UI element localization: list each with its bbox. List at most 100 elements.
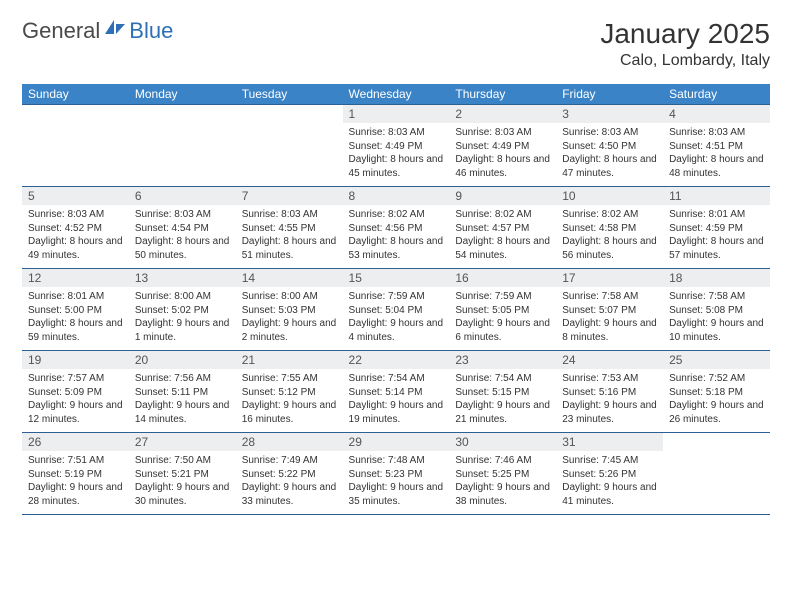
calendar-day-cell: 2Sunrise: 8:03 AMSunset: 4:49 PMDaylight… [449, 105, 556, 187]
calendar-day-cell: 4Sunrise: 8:03 AMSunset: 4:51 PMDaylight… [663, 105, 770, 187]
day-details: Sunrise: 8:02 AMSunset: 4:56 PMDaylight:… [343, 205, 450, 266]
weekday-header: Saturday [663, 84, 770, 105]
brand-part2: Blue [129, 18, 173, 44]
weekday-header: Wednesday [343, 84, 450, 105]
day-number: 20 [129, 351, 236, 369]
calendar-day-cell: 1Sunrise: 8:03 AMSunset: 4:49 PMDaylight… [343, 105, 450, 187]
day-number: 3 [556, 105, 663, 123]
month-title: January 2025 [600, 18, 770, 50]
calendar-day-cell: 31Sunrise: 7:45 AMSunset: 5:26 PMDayligh… [556, 433, 663, 515]
day-details: Sunrise: 8:03 AMSunset: 4:55 PMDaylight:… [236, 205, 343, 266]
day-number: 7 [236, 187, 343, 205]
day-number: 17 [556, 269, 663, 287]
brand-part1: General [22, 18, 100, 44]
weekday-header: Monday [129, 84, 236, 105]
day-details: Sunrise: 8:02 AMSunset: 4:58 PMDaylight:… [556, 205, 663, 266]
day-number: 19 [22, 351, 129, 369]
day-number: 6 [129, 187, 236, 205]
day-details: Sunrise: 8:00 AMSunset: 5:03 PMDaylight:… [236, 287, 343, 348]
day-number: 13 [129, 269, 236, 287]
calendar-day-cell: 10Sunrise: 8:02 AMSunset: 4:58 PMDayligh… [556, 187, 663, 269]
day-number: 1 [343, 105, 450, 123]
calendar-week-row: 5Sunrise: 8:03 AMSunset: 4:52 PMDaylight… [22, 187, 770, 269]
title-block: January 2025 Calo, Lombardy, Italy [600, 18, 770, 70]
calendar-day-cell: 13Sunrise: 8:00 AMSunset: 5:02 PMDayligh… [129, 269, 236, 351]
day-details: Sunrise: 7:56 AMSunset: 5:11 PMDaylight:… [129, 369, 236, 430]
day-number: 4 [663, 105, 770, 123]
calendar-week-row: 26Sunrise: 7:51 AMSunset: 5:19 PMDayligh… [22, 433, 770, 515]
day-details: Sunrise: 7:58 AMSunset: 5:07 PMDaylight:… [556, 287, 663, 348]
calendar-day-cell: 12Sunrise: 8:01 AMSunset: 5:00 PMDayligh… [22, 269, 129, 351]
day-number: 9 [449, 187, 556, 205]
day-number: 26 [22, 433, 129, 451]
sail-icon [103, 18, 127, 36]
day-details: Sunrise: 8:03 AMSunset: 4:52 PMDaylight:… [22, 205, 129, 266]
day-details: Sunrise: 8:03 AMSunset: 4:50 PMDaylight:… [556, 123, 663, 184]
day-details: Sunrise: 7:58 AMSunset: 5:08 PMDaylight:… [663, 287, 770, 348]
calendar-day-cell: 19Sunrise: 7:57 AMSunset: 5:09 PMDayligh… [22, 351, 129, 433]
day-details: Sunrise: 7:48 AMSunset: 5:23 PMDaylight:… [343, 451, 450, 512]
calendar-day-cell: .. [129, 105, 236, 187]
weekday-header: Thursday [449, 84, 556, 105]
day-details: Sunrise: 8:03 AMSunset: 4:54 PMDaylight:… [129, 205, 236, 266]
day-number: 10 [556, 187, 663, 205]
weekday-header: Sunday [22, 84, 129, 105]
calendar-day-cell: 5Sunrise: 8:03 AMSunset: 4:52 PMDaylight… [22, 187, 129, 269]
day-details: Sunrise: 7:46 AMSunset: 5:25 PMDaylight:… [449, 451, 556, 512]
calendar-day-cell: 15Sunrise: 7:59 AMSunset: 5:04 PMDayligh… [343, 269, 450, 351]
calendar-week-row: ......1Sunrise: 8:03 AMSunset: 4:49 PMDa… [22, 105, 770, 187]
day-details: Sunrise: 8:02 AMSunset: 4:57 PMDaylight:… [449, 205, 556, 266]
day-details: Sunrise: 8:01 AMSunset: 5:00 PMDaylight:… [22, 287, 129, 348]
day-number: 24 [556, 351, 663, 369]
weekday-header: Tuesday [236, 84, 343, 105]
day-number: 5 [22, 187, 129, 205]
weekday-header: Friday [556, 84, 663, 105]
calendar-day-cell: .. [663, 433, 770, 515]
calendar-week-row: 12Sunrise: 8:01 AMSunset: 5:00 PMDayligh… [22, 269, 770, 351]
day-details: Sunrise: 7:50 AMSunset: 5:21 PMDaylight:… [129, 451, 236, 512]
day-number: 23 [449, 351, 556, 369]
weekday-header-row: Sunday Monday Tuesday Wednesday Thursday… [22, 84, 770, 105]
day-number: 25 [663, 351, 770, 369]
day-details: Sunrise: 7:59 AMSunset: 5:04 PMDaylight:… [343, 287, 450, 348]
day-number: 2 [449, 105, 556, 123]
calendar-page: General Blue January 2025 Calo, Lombardy… [0, 0, 792, 533]
day-number: 27 [129, 433, 236, 451]
calendar-day-cell: 27Sunrise: 7:50 AMSunset: 5:21 PMDayligh… [129, 433, 236, 515]
calendar-day-cell: .. [22, 105, 129, 187]
calendar-day-cell: 20Sunrise: 7:56 AMSunset: 5:11 PMDayligh… [129, 351, 236, 433]
calendar-day-cell: 26Sunrise: 7:51 AMSunset: 5:19 PMDayligh… [22, 433, 129, 515]
calendar-day-cell: .. [236, 105, 343, 187]
day-details: Sunrise: 7:54 AMSunset: 5:15 PMDaylight:… [449, 369, 556, 430]
calendar-day-cell: 25Sunrise: 7:52 AMSunset: 5:18 PMDayligh… [663, 351, 770, 433]
day-details: Sunrise: 8:03 AMSunset: 4:49 PMDaylight:… [449, 123, 556, 184]
calendar-day-cell: 22Sunrise: 7:54 AMSunset: 5:14 PMDayligh… [343, 351, 450, 433]
calendar-day-cell: 23Sunrise: 7:54 AMSunset: 5:15 PMDayligh… [449, 351, 556, 433]
day-number: 15 [343, 269, 450, 287]
calendar-day-cell: 7Sunrise: 8:03 AMSunset: 4:55 PMDaylight… [236, 187, 343, 269]
day-details: Sunrise: 8:03 AMSunset: 4:49 PMDaylight:… [343, 123, 450, 184]
day-details: Sunrise: 7:53 AMSunset: 5:16 PMDaylight:… [556, 369, 663, 430]
day-details: Sunrise: 8:01 AMSunset: 4:59 PMDaylight:… [663, 205, 770, 266]
calendar-day-cell: 28Sunrise: 7:49 AMSunset: 5:22 PMDayligh… [236, 433, 343, 515]
day-details: Sunrise: 7:45 AMSunset: 5:26 PMDaylight:… [556, 451, 663, 512]
day-number: 16 [449, 269, 556, 287]
calendar-week-row: 19Sunrise: 7:57 AMSunset: 5:09 PMDayligh… [22, 351, 770, 433]
day-details: Sunrise: 7:55 AMSunset: 5:12 PMDaylight:… [236, 369, 343, 430]
header-row: General Blue January 2025 Calo, Lombardy… [22, 18, 770, 70]
day-number: 22 [343, 351, 450, 369]
calendar-day-cell: 18Sunrise: 7:58 AMSunset: 5:08 PMDayligh… [663, 269, 770, 351]
calendar-day-cell: 9Sunrise: 8:02 AMSunset: 4:57 PMDaylight… [449, 187, 556, 269]
calendar-day-cell: 24Sunrise: 7:53 AMSunset: 5:16 PMDayligh… [556, 351, 663, 433]
day-number: 21 [236, 351, 343, 369]
day-details: Sunrise: 7:49 AMSunset: 5:22 PMDaylight:… [236, 451, 343, 512]
day-details: Sunrise: 7:57 AMSunset: 5:09 PMDaylight:… [22, 369, 129, 430]
day-number: 11 [663, 187, 770, 205]
brand-logo: General Blue [22, 18, 173, 44]
calendar-day-cell: 3Sunrise: 8:03 AMSunset: 4:50 PMDaylight… [556, 105, 663, 187]
day-number: 12 [22, 269, 129, 287]
calendar-day-cell: 14Sunrise: 8:00 AMSunset: 5:03 PMDayligh… [236, 269, 343, 351]
calendar-day-cell: 6Sunrise: 8:03 AMSunset: 4:54 PMDaylight… [129, 187, 236, 269]
calendar-day-cell: 29Sunrise: 7:48 AMSunset: 5:23 PMDayligh… [343, 433, 450, 515]
day-number: 29 [343, 433, 450, 451]
